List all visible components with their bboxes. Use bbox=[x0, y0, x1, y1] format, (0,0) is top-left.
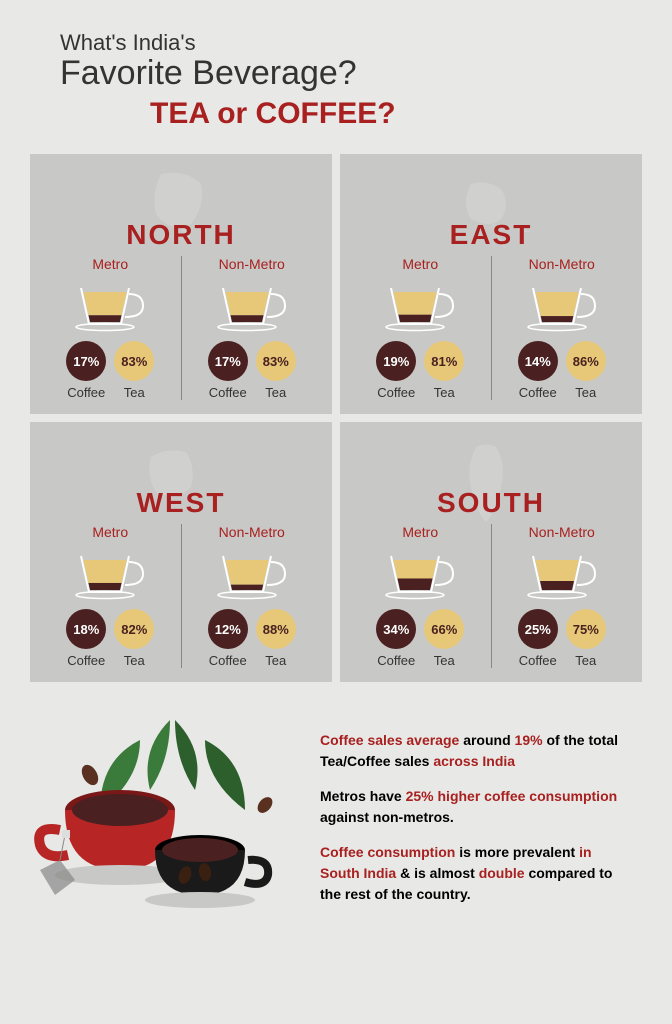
tea-stat: 66% Tea bbox=[424, 609, 464, 668]
coffee-stat: 19% Coffee bbox=[376, 341, 416, 400]
tea-label: Tea bbox=[265, 653, 286, 668]
tea-pct: 81% bbox=[424, 341, 464, 381]
coffee-pct: 17% bbox=[208, 341, 248, 381]
region-name: EAST bbox=[350, 219, 632, 251]
cup-icon bbox=[40, 546, 181, 601]
cup-icon bbox=[350, 546, 491, 601]
cup-icon bbox=[492, 278, 633, 333]
cup-icon bbox=[492, 546, 633, 601]
region-name: SOUTH bbox=[350, 487, 632, 519]
coffee-pct: 19% bbox=[376, 341, 416, 381]
region-panel: NORTH Metro 17% Coffee 83% Tea bbox=[30, 154, 332, 414]
col-label: Metro bbox=[40, 524, 181, 540]
cup-icon bbox=[40, 278, 181, 333]
region-col: Metro 34% Coffee 66% Tea bbox=[350, 524, 492, 668]
region-panel: SOUTH Metro 34% Coffee 66% Tea bbox=[340, 422, 642, 682]
footer-highlight: Coffee sales average bbox=[320, 732, 459, 748]
coffee-label: Coffee bbox=[67, 385, 105, 400]
coffee-stat: 18% Coffee bbox=[66, 609, 106, 668]
tea-stat: 82% Tea bbox=[114, 609, 154, 668]
cup-icon bbox=[182, 546, 323, 601]
tea-pct: 83% bbox=[256, 341, 296, 381]
tea-label: Tea bbox=[575, 653, 596, 668]
coffee-stat: 17% Coffee bbox=[66, 341, 106, 400]
header: What's India's Favorite Beverage? TEA or… bbox=[0, 0, 672, 146]
col-label: Non-Metro bbox=[492, 524, 633, 540]
coffee-stat: 34% Coffee bbox=[376, 609, 416, 668]
cup-icon bbox=[350, 278, 491, 333]
col-label: Non-Metro bbox=[182, 524, 323, 540]
tea-pct: 83% bbox=[114, 341, 154, 381]
tea-pct: 75% bbox=[566, 609, 606, 649]
tea-pct: 88% bbox=[256, 609, 296, 649]
tea-stat: 83% Tea bbox=[114, 341, 154, 400]
coffee-stat: 12% Coffee bbox=[208, 609, 248, 668]
title-line1: What's India's bbox=[60, 30, 612, 56]
coffee-label: Coffee bbox=[377, 653, 415, 668]
region-col: Non-Metro 17% Coffee 83% Tea bbox=[182, 256, 323, 400]
region-col: Metro 18% Coffee 82% Tea bbox=[40, 524, 182, 668]
coffee-stat: 14% Coffee bbox=[518, 341, 558, 400]
tea-label: Tea bbox=[124, 385, 145, 400]
coffee-label: Coffee bbox=[209, 385, 247, 400]
col-label: Non-Metro bbox=[492, 256, 633, 272]
tea-stat: 75% Tea bbox=[566, 609, 606, 668]
tea-pct: 82% bbox=[114, 609, 154, 649]
region-name: NORTH bbox=[40, 219, 322, 251]
coffee-label: Coffee bbox=[519, 653, 557, 668]
cup-icon bbox=[182, 278, 323, 333]
region-col: Non-Metro 14% Coffee 86% Tea bbox=[492, 256, 633, 400]
tea-stat: 86% Tea bbox=[566, 341, 606, 400]
col-label: Non-Metro bbox=[182, 256, 323, 272]
region-name: WEST bbox=[40, 487, 322, 519]
coffee-label: Coffee bbox=[519, 385, 557, 400]
coffee-stat: 17% Coffee bbox=[208, 341, 248, 400]
region-col: Metro 19% Coffee 81% Tea bbox=[350, 256, 492, 400]
col-label: Metro bbox=[40, 256, 181, 272]
region-col: Non-Metro 25% Coffee 75% Tea bbox=[492, 524, 633, 668]
region-col: Non-Metro 12% Coffee 88% Tea bbox=[182, 524, 323, 668]
tea-label: Tea bbox=[434, 653, 455, 668]
title-line2: Favorite Beverage? bbox=[60, 54, 612, 93]
coffee-label: Coffee bbox=[209, 653, 247, 668]
region-panel: EAST Metro 19% Coffee 81% Tea bbox=[340, 154, 642, 414]
tea-stat: 81% Tea bbox=[424, 341, 464, 400]
coffee-pct: 25% bbox=[518, 609, 558, 649]
coffee-stat: 25% Coffee bbox=[518, 609, 558, 668]
tea-label: Tea bbox=[265, 385, 286, 400]
region-panel: WEST Metro 18% Coffee 82% Tea bbox=[30, 422, 332, 682]
coffee-pct: 17% bbox=[66, 341, 106, 381]
footer: Coffee sales average around 19% of the t… bbox=[0, 690, 672, 959]
coffee-label: Coffee bbox=[377, 385, 415, 400]
tea-label: Tea bbox=[434, 385, 455, 400]
tea-stat: 88% Tea bbox=[256, 609, 296, 668]
coffee-label: Coffee bbox=[67, 653, 105, 668]
tea-label: Tea bbox=[124, 653, 145, 668]
tea-label: Tea bbox=[575, 385, 596, 400]
coffee-pct: 34% bbox=[376, 609, 416, 649]
coffee-pct: 12% bbox=[208, 609, 248, 649]
col-label: Metro bbox=[350, 524, 491, 540]
col-label: Metro bbox=[350, 256, 491, 272]
region-grid: NORTH Metro 17% Coffee 83% Tea bbox=[0, 146, 672, 690]
tea-stat: 83% Tea bbox=[256, 341, 296, 400]
footer-illustration bbox=[30, 710, 310, 910]
coffee-pct: 14% bbox=[518, 341, 558, 381]
region-col: Metro 17% Coffee 83% Tea bbox=[40, 256, 182, 400]
coffee-pct: 18% bbox=[66, 609, 106, 649]
tea-pct: 86% bbox=[566, 341, 606, 381]
tea-pct: 66% bbox=[424, 609, 464, 649]
title-line3: TEA or COFFEE? bbox=[150, 97, 612, 131]
footer-text: Coffee sales average around 19% of the t… bbox=[310, 710, 642, 939]
